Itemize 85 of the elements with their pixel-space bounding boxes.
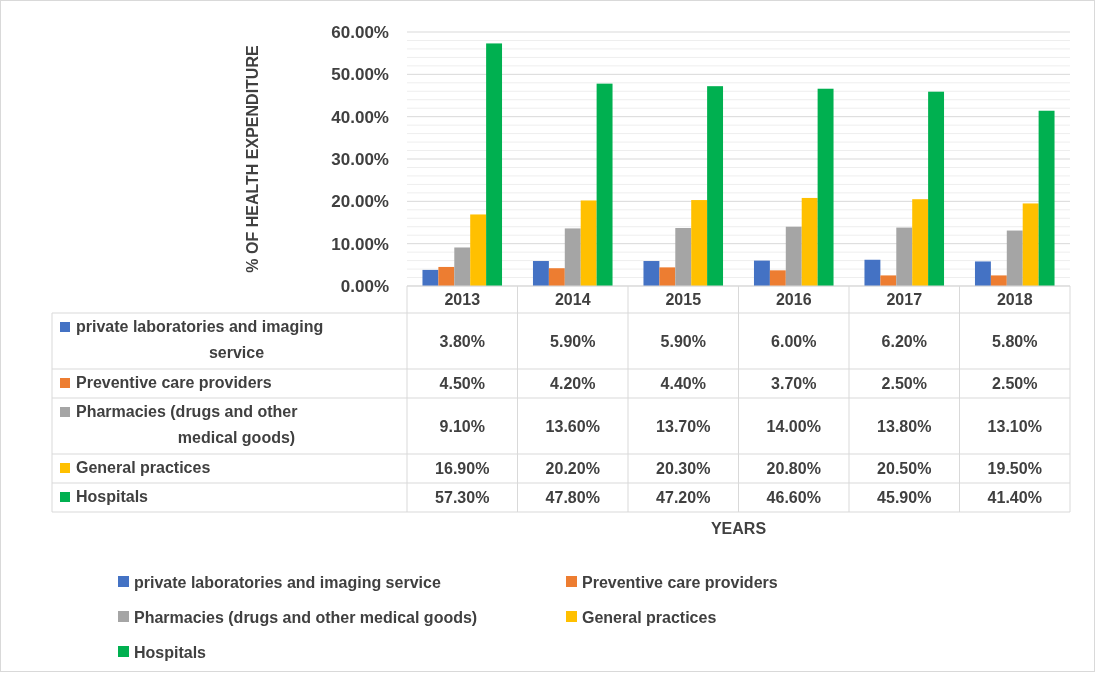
x-tick-label: 2018 (996, 291, 1033, 309)
y-tick-label: 30.00% (331, 149, 389, 169)
bar (896, 227, 913, 286)
text: Hospitals (134, 643, 207, 661)
data-label: 19.50% (987, 460, 1042, 478)
data-label: 14.00% (766, 417, 821, 435)
data-label: 6.00% (771, 332, 817, 350)
bar (1038, 110, 1055, 286)
bar (548, 268, 565, 286)
y-tick-label: 10.00% (331, 234, 389, 254)
text: Pharmacies (drugs and other medical goods) (134, 608, 478, 626)
data-label: 46.60% (766, 489, 821, 507)
bar (675, 228, 692, 286)
bar (1022, 203, 1039, 286)
bar (912, 199, 929, 286)
bar (707, 86, 724, 286)
data-label: 5.90% (550, 332, 596, 350)
y-axis-title: % OF HEALTH EXPENDITURE (244, 45, 261, 273)
bar (470, 214, 487, 286)
bar (580, 200, 597, 286)
text: private laboratories and imaging service (134, 573, 441, 591)
bar (454, 247, 471, 286)
data-label: 3.80% (439, 332, 485, 350)
data-label: 20.30% (656, 460, 711, 478)
legend-label: Pharmacies (drugs and other medical goods) (76, 403, 298, 446)
x-tick-label: 2014 (554, 291, 591, 309)
data-label: 9.10% (439, 417, 485, 435)
legend-label: Preventive care providers (76, 374, 272, 391)
data-label: 20.50% (877, 460, 932, 478)
legend-label: Hospitals (76, 488, 149, 505)
x-tick-label: 2015 (665, 291, 702, 309)
bar (532, 261, 549, 286)
data-label: 13.60% (545, 417, 600, 435)
bar (596, 83, 613, 286)
y-tick-label: 40.00% (331, 107, 389, 127)
bar (880, 275, 897, 286)
text: Preventive care providers (582, 573, 778, 591)
data-label: 4.20% (550, 375, 596, 393)
bar (817, 88, 834, 286)
data-label: 41.40% (987, 489, 1042, 507)
bar (691, 200, 708, 286)
data-label: 13.70% (656, 417, 711, 435)
bar (801, 197, 818, 286)
y-tick-label: 20.00% (331, 192, 389, 212)
bar (990, 275, 1007, 286)
data-label: 2.50% (992, 375, 1038, 393)
data-label: 13.80% (877, 417, 932, 435)
bar (753, 260, 770, 286)
text: YEARS (710, 520, 767, 537)
data-label: 4.40% (660, 375, 706, 393)
y-tick-label: 60.00% (331, 22, 389, 42)
data-label: 16.90% (435, 460, 490, 478)
data-label: 47.80% (545, 489, 600, 507)
bar (564, 228, 581, 286)
y-tick-label: 50.00% (331, 65, 389, 85)
data-label: 45.90% (877, 489, 932, 507)
data-label: 20.80% (766, 460, 821, 478)
data-label: 20.20% (545, 460, 600, 478)
data-label: 57.30% (435, 489, 490, 507)
bar (1006, 230, 1023, 286)
data-label: 47.20% (656, 489, 711, 507)
bar (422, 269, 439, 286)
x-tick-label: 2017 (886, 291, 923, 309)
bar (864, 259, 881, 286)
bar (486, 43, 503, 286)
bar (785, 226, 802, 286)
x-tick-label: 2013 (444, 291, 481, 309)
data-label: 5.90% (660, 332, 706, 350)
data-label: 13.10% (987, 417, 1042, 435)
y-tick-label: 0.00% (340, 276, 389, 296)
bar (438, 266, 455, 286)
bar (659, 267, 676, 286)
data-label: 3.70% (771, 375, 817, 393)
x-tick-label: 2016 (775, 291, 812, 309)
bar (928, 91, 945, 286)
data-label: 4.50% (439, 375, 485, 393)
legend-label: private laboratories and imaging service (76, 318, 324, 361)
legend-label: General practices (76, 459, 211, 476)
bar (974, 261, 991, 286)
data-label: 2.50% (881, 375, 927, 393)
bar (643, 261, 660, 286)
data-label: 6.20% (881, 332, 927, 350)
data-label: 5.80% (992, 332, 1038, 350)
text: General practices (582, 608, 717, 626)
bar (769, 270, 786, 286)
